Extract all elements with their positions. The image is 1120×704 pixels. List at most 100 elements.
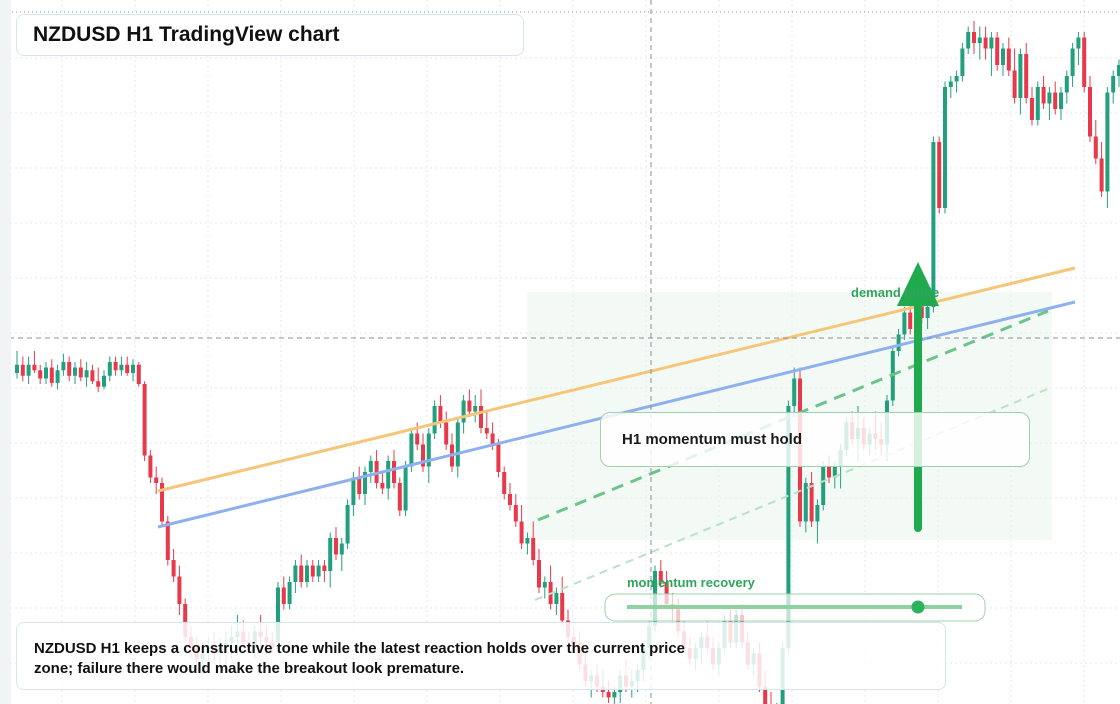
candle-up [339, 543, 344, 555]
candle-up [328, 538, 333, 571]
candle-down [334, 538, 338, 555]
candle-down [183, 604, 188, 637]
chart-title-text: NZDUSD H1 TradingView chart [33, 23, 340, 46]
candle-up [792, 378, 797, 406]
candle-up [426, 433, 431, 467]
candle-up [931, 142, 936, 307]
candle-up [432, 406, 437, 434]
candle-up [896, 334, 901, 351]
candle-up [409, 433, 414, 467]
candle-down [165, 521, 170, 560]
candle-up [403, 466, 408, 511]
candle-up [786, 406, 791, 648]
candle-up [461, 400, 466, 423]
candle-down [1041, 87, 1046, 104]
candle-down [136, 364, 141, 384]
candle-up [44, 367, 48, 379]
candle-up [612, 692, 617, 698]
demand-guide-label: demand guide [851, 285, 940, 300]
candle-up [368, 461, 373, 472]
candle-up [1105, 92, 1110, 192]
candle-down [90, 370, 95, 382]
candle-down [392, 461, 396, 483]
candle-up [287, 582, 292, 604]
candle-down [508, 494, 512, 505]
candle-up [119, 364, 124, 371]
candle-down [1053, 92, 1058, 109]
candle-down [496, 444, 501, 472]
candle-up [15, 364, 19, 373]
candle-down [113, 362, 118, 371]
candle-up [1111, 76, 1116, 93]
candle-up [1001, 48, 1005, 65]
candle-up [84, 370, 89, 378]
candle-down [148, 455, 153, 478]
candle-down [67, 362, 72, 376]
candle-up [276, 587, 280, 643]
momentum-bar-handle[interactable] [911, 600, 925, 614]
candle-down [827, 466, 831, 478]
candle-up [925, 307, 930, 318]
candle-up [1059, 92, 1063, 109]
candle-down [658, 571, 663, 582]
candle-down [560, 593, 565, 621]
candle-up [989, 37, 994, 49]
candle-down [357, 477, 362, 494]
candle-down [1006, 48, 1011, 71]
candle-down [38, 370, 43, 379]
candle-up [1064, 76, 1069, 93]
candle-down [664, 582, 669, 604]
candle-down [606, 692, 611, 698]
candle-up [455, 422, 460, 467]
candle-down [972, 32, 976, 43]
candle-up [102, 375, 106, 387]
candle-down [1099, 158, 1104, 192]
candle-down [1030, 98, 1034, 120]
candle-up [1018, 54, 1023, 98]
signal-arrow-head [897, 262, 939, 306]
candle-up [954, 76, 959, 82]
candle-up [1035, 87, 1040, 120]
candle-up [473, 406, 478, 412]
candle-down [937, 142, 942, 208]
candle-up [345, 505, 350, 544]
candle-down [142, 384, 147, 456]
candle-down [96, 381, 101, 387]
candle-up [55, 370, 60, 383]
candle-up [948, 81, 953, 87]
candle-down [1088, 87, 1092, 137]
left-scale-strip [0, 0, 11, 704]
candle-down [32, 364, 37, 371]
candle-up [73, 367, 77, 376]
candle-down [519, 521, 524, 544]
candle-down [983, 37, 988, 49]
candle-down [537, 560, 541, 588]
momentum-callout: H1 momentum must hold [600, 412, 1030, 467]
candle-up [554, 593, 559, 604]
candle-down [502, 472, 507, 494]
candle-down [438, 406, 443, 423]
candle-down [49, 367, 54, 383]
candle-down [310, 565, 315, 577]
chart-title: NZDUSD H1 TradingView chart [16, 14, 524, 56]
candle-up [1047, 92, 1052, 104]
candle-up [815, 505, 820, 522]
candle-down [484, 428, 489, 434]
candle-down [513, 505, 518, 522]
candle-down [908, 312, 913, 329]
candle-up [803, 483, 808, 522]
candle-up [316, 565, 321, 577]
momentum-recovery-label: momentum recovery [627, 575, 755, 590]
candle-down [1082, 37, 1087, 87]
candle-down [322, 565, 327, 571]
candle-down [421, 444, 425, 467]
candle-down [444, 422, 449, 445]
candle-up [26, 364, 31, 376]
candle-up [966, 32, 971, 49]
candle-down [125, 364, 130, 373]
candle-down [281, 587, 286, 604]
candle-down [531, 538, 536, 560]
analysis-note-text: NZDUSD H1 keeps a constructive tone whil… [34, 640, 686, 677]
candle-down [177, 576, 182, 604]
